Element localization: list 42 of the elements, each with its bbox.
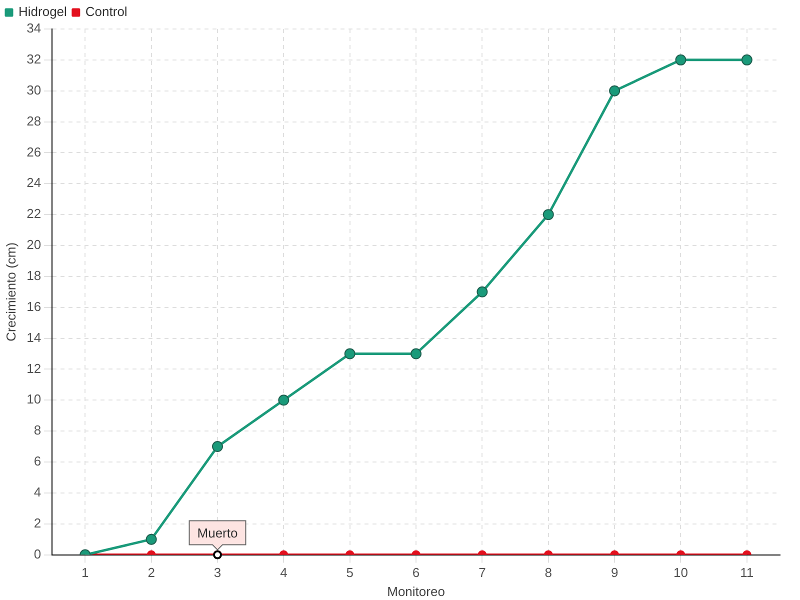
- y-tick-label: 6: [34, 454, 42, 469]
- y-tick-label: 32: [26, 52, 42, 67]
- x-tick-label: 5: [346, 565, 354, 580]
- x-tick-label: 6: [412, 565, 420, 580]
- x-tick-label: 1: [82, 565, 89, 580]
- point: [410, 348, 422, 360]
- x-tick-label: 2: [148, 565, 155, 580]
- point: [344, 348, 356, 360]
- legend-label: Hidrogel: [18, 4, 68, 20]
- y-tick-label: 20: [26, 237, 42, 252]
- legend-label: Control: [85, 4, 128, 20]
- point: [741, 54, 752, 66]
- y-tick-label: 34: [26, 20, 42, 36]
- x-axis-title: Monitoreo: [387, 584, 445, 599]
- x-tick-label: 8: [544, 565, 552, 580]
- y-tick-label: 2: [34, 515, 42, 530]
- y-tick-label: 4: [34, 484, 42, 500]
- annotation: Muerto: [197, 525, 238, 540]
- y-axis-title: Crecimiento (cm): [3, 242, 18, 342]
- x-tick-label: 10: [674, 565, 688, 580]
- y-tick-label: 14: [26, 330, 42, 345]
- point: [476, 286, 488, 298]
- point: [609, 85, 620, 96]
- y-tick-label: 30: [26, 82, 42, 98]
- y-tick-label: 28: [26, 113, 42, 128]
- y-tick-label: 22: [26, 206, 42, 222]
- x-tick-label: 11: [740, 565, 754, 580]
- y-tick-label: 8: [34, 422, 42, 438]
- y-tick-label: 16: [26, 298, 42, 314]
- x-tick-label: 3: [214, 565, 222, 580]
- y-tick-label: 18: [26, 268, 42, 284]
- point: [542, 209, 554, 220]
- point: [675, 54, 686, 66]
- x-tick-label: 7: [478, 565, 486, 580]
- x-tick-label: 4: [280, 565, 288, 580]
- y-tick-label: 24: [26, 175, 42, 190]
- point: [278, 394, 290, 406]
- y-tick-label: 12: [26, 360, 42, 376]
- x-tick-label: 9: [610, 565, 618, 580]
- y-tick-label: 26: [26, 144, 42, 160]
- y-tick-label: 0: [34, 546, 42, 562]
- y-tick-label: 10: [26, 392, 42, 407]
